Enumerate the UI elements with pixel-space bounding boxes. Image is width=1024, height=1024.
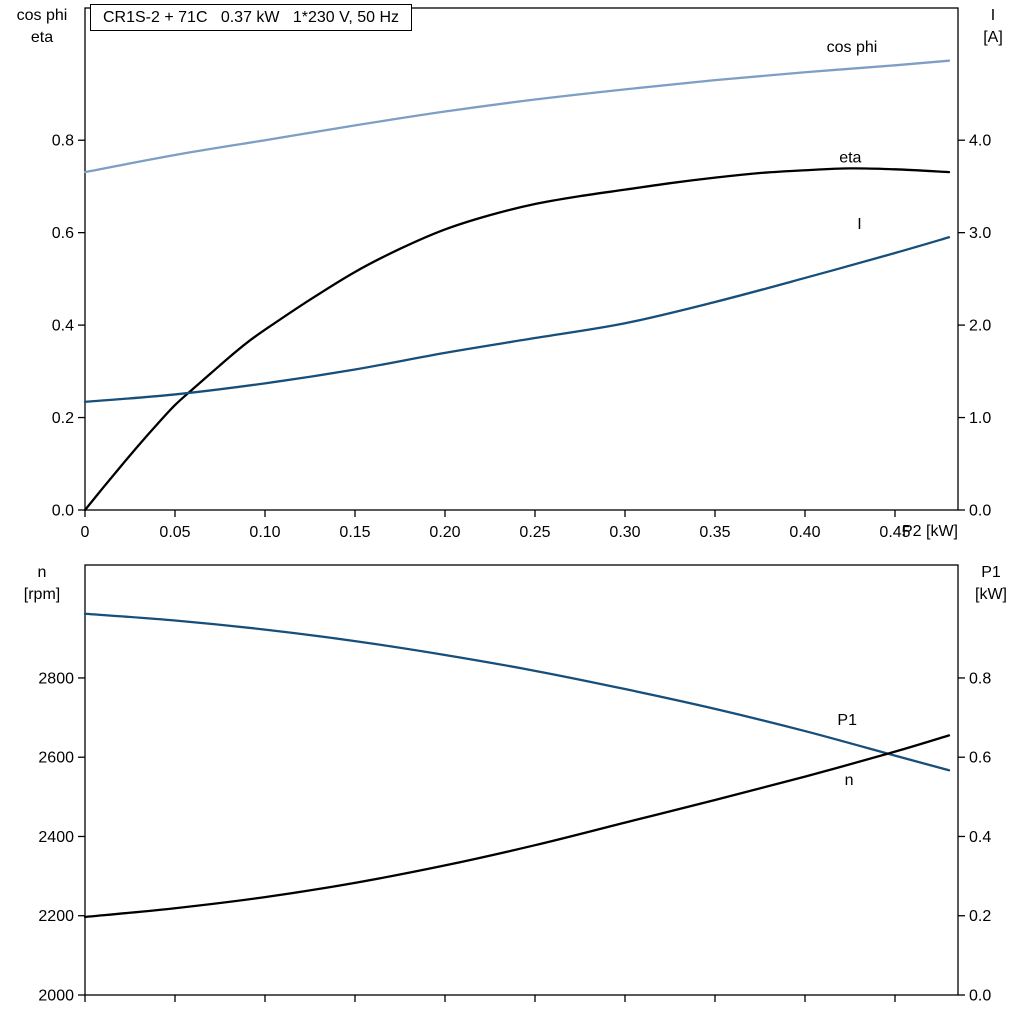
right-axis-title-line1: I: [990, 7, 996, 24]
curve-label-p1: P1: [837, 712, 857, 729]
x-tick-label: 0.10: [249, 524, 280, 541]
left-axis-title-top-chart: cos phi eta: [0, 5, 84, 49]
curve-label-i: I: [857, 216, 861, 233]
left-tick-label: 0.8: [52, 133, 74, 150]
x-tick-label: 0: [81, 524, 90, 541]
curve-n: [83, 612, 951, 772]
chart-speed-power: 2000 2200 2400 2600 2800 0.0 0.2 0.4 0.6 0.8 n P1: [38, 564, 991, 1005]
curve-label-cos-phi: cos phi: [827, 39, 878, 56]
right-tick-label: 1.0: [969, 410, 991, 427]
right-tick-label: 0.2: [969, 908, 991, 925]
right-tick-label: 4.0: [969, 133, 991, 150]
left-tick-label: 2400: [38, 829, 74, 846]
chart-title: CR1S-2 + 71C 0.37 kW 1*230 V, 50 Hz: [90, 4, 413, 31]
curve-p1: [83, 734, 951, 919]
x-tick-label: 0.30: [609, 524, 640, 541]
left-axis-title-line1: cos phi: [16, 7, 68, 24]
left-tick-label: 2800: [38, 670, 74, 687]
x-axis-title: P2 [kW]: [901, 523, 958, 540]
left-tick-label: 0.4: [52, 318, 74, 335]
left-axis-title-bottom-chart: n [rpm]: [0, 562, 84, 606]
left-tick-label: 2600: [38, 750, 74, 767]
left-axis-title-line2: eta: [30, 29, 54, 46]
right-tick-label: 0.0: [969, 988, 991, 1005]
x-tick-label: 0.40: [789, 524, 820, 541]
right-axis-title-bottom-chart: P1 [kW]: [958, 562, 1024, 606]
left-axis-title-line2: [rpm]: [23, 586, 61, 603]
x-tick-label: 0.15: [339, 524, 370, 541]
x-tick-label: 0.05: [159, 524, 190, 541]
left-axis-title-line1: n: [37, 564, 47, 581]
right-tick-label: 0.6: [969, 750, 991, 767]
left-tick-label: 2200: [38, 908, 74, 925]
right-axis-title-line1: P1: [981, 564, 1001, 581]
right-tick-label: 3.0: [969, 225, 991, 242]
curve-label-eta: eta: [839, 149, 861, 166]
x-tick-label: 0.45: [879, 524, 910, 541]
plot-frame: [84, 564, 959, 996]
right-axis-title-line2: [kW]: [975, 586, 1007, 603]
chart-electrical: 0 0.05 0.10 0.15 0.20 0.25 0.30 0.35 0.40 0.45 0.0…: [52, 7, 991, 541]
right-tick-label: 0.4: [969, 829, 991, 846]
plot-frame: [84, 7, 959, 511]
right-tick-label: 0.8: [969, 670, 991, 687]
right-tick-label: 0.0: [969, 503, 991, 520]
left-tick-label: 0.0: [52, 503, 74, 520]
left-tick-label: 2000: [38, 988, 74, 1005]
x-tick-label: 0.25: [519, 524, 550, 541]
curve-cos-phi: [83, 59, 951, 174]
right-axis-title-top-chart: I [A]: [962, 5, 1024, 49]
right-tick-label: 2.0: [969, 318, 991, 335]
x-tick-label: 0.20: [429, 524, 460, 541]
curve-eta: [83, 167, 951, 512]
right-axis-title-line2: [A]: [983, 29, 1003, 46]
curve-i: [83, 236, 951, 403]
x-tick-label: 0.35: [699, 524, 730, 541]
curve-label-n: n: [845, 772, 854, 789]
left-tick-label: 0.2: [52, 410, 74, 427]
left-tick-label: 0.6: [52, 225, 74, 242]
